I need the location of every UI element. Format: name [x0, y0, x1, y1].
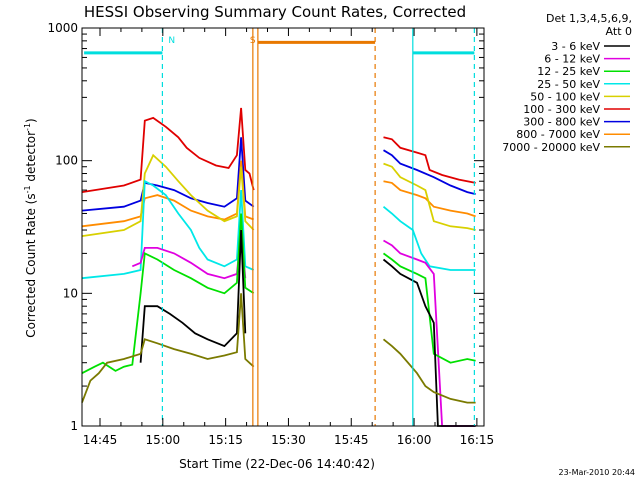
- x-axis-label: Start Time (22-Dec-06 14:40:42): [179, 457, 375, 471]
- y-axis: 1 10 100 1000: [47, 21, 484, 433]
- legend-entry-label: 7000 - 20000 keV: [502, 141, 600, 154]
- series-line-8-2: [382, 338, 476, 404]
- series-line-6-2: [382, 252, 476, 364]
- series-line-7-2: [382, 258, 476, 427]
- marker-label-n: N: [168, 36, 175, 46]
- series-line-6-1: [81, 213, 255, 374]
- y-axis-label: Corrected Count Rate (s-1 detector-1): [23, 118, 38, 337]
- series-line-4-2: [382, 206, 476, 271]
- y-tick-label: 100: [55, 154, 78, 168]
- plot-frame: [81, 27, 485, 427]
- series-line-8-1: [81, 293, 255, 403]
- x-tick-label: 14:45: [83, 433, 118, 447]
- series-line-0-1: [81, 107, 255, 193]
- series-line-3-2: [383, 162, 476, 231]
- series-line-1-2: [383, 149, 476, 195]
- marker-label-s: S: [250, 36, 256, 46]
- legend-entry-label: 3 - 6 keV: [551, 40, 600, 53]
- x-tick-label: 15:30: [271, 433, 306, 447]
- render-timestamp: 23-Mar-2010 20:44: [559, 468, 636, 477]
- legend-entry-label: 12 - 25 keV: [537, 65, 600, 78]
- series-line-0-2: [383, 136, 476, 184]
- series-line-2-2: [383, 180, 476, 218]
- x-tick-label: 15:00: [146, 433, 181, 447]
- series-line-4-1: [81, 179, 255, 280]
- series-line-1-1: [81, 137, 255, 212]
- series-line-3-1: [81, 153, 255, 237]
- y-tick-label: 1: [70, 419, 78, 433]
- x-tick-label: 15:45: [334, 433, 369, 447]
- legend-entry-label: 6 - 12 keV: [544, 53, 600, 66]
- series-line-7-1: [139, 229, 247, 363]
- legend-header-attenuator: Att 0: [606, 25, 632, 38]
- legend-entry-label: 100 - 300 keV: [523, 103, 600, 116]
- y-tick-label: 10: [63, 286, 78, 300]
- legend-entry-label: 50 - 100 keV: [530, 90, 600, 103]
- legend-entry-label: 800 - 7000 keV: [516, 128, 600, 141]
- legend-header-detectors: Det 1,3,4,5,6,9,: [546, 12, 632, 25]
- x-tick-label: 16:00: [397, 433, 432, 447]
- legend-entry-label: 25 - 50 keV: [537, 78, 600, 91]
- x-axis: 14:45 15:00 15:15 15:30 15:45 16:00 16:15: [83, 28, 494, 447]
- x-tick-label: 15:15: [208, 433, 243, 447]
- y-tick-label: 1000: [47, 21, 78, 35]
- series-line-5-2: [383, 239, 476, 427]
- chart-title: HESSI Observing Summary Count Rates, Cor…: [84, 3, 466, 21]
- legend-entry-label: 300 - 800 keV: [523, 116, 600, 129]
- x-tick-label: 16:15: [460, 433, 495, 447]
